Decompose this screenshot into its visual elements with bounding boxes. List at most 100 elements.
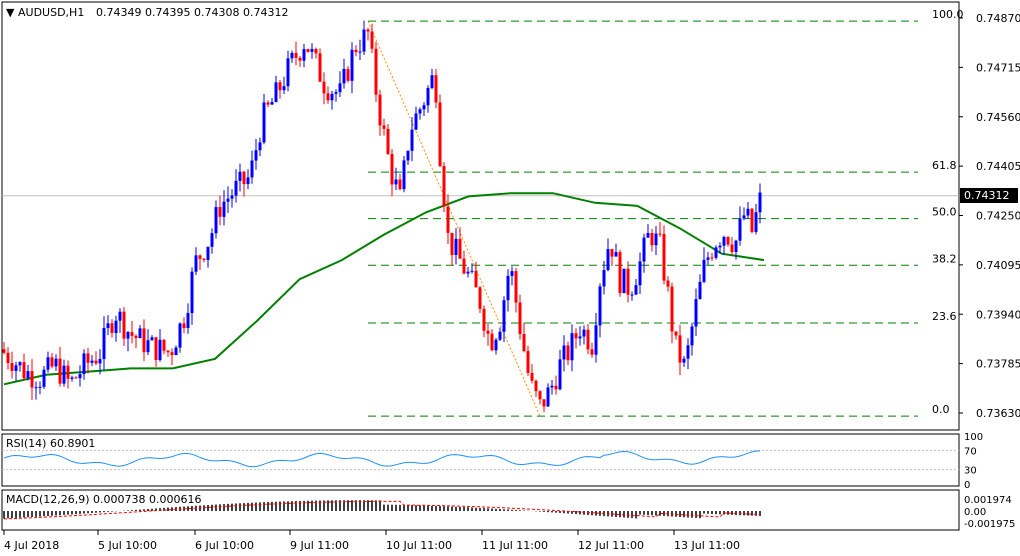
candle-body [334,92,338,94]
candle-body [174,347,178,356]
main-chart-frame [1,1,960,431]
candle-body [286,58,290,87]
candle-body [262,102,266,143]
candle-body [354,49,358,53]
candle-body [502,300,506,332]
candle-body [82,353,86,375]
candle-body [162,339,166,351]
candle-body [706,257,710,260]
ma-line [3,192,765,386]
price-axis: 0.74870 0.74715 0.74560 0.74405 0.74250 0.740… [959,12,1020,420]
candle-body [698,281,702,300]
candle-body [42,369,46,387]
candle-body [222,201,226,217]
time-axis: 4 Jul 2018 5 Jul 10:00 6 Jul 10:00 9 Jul 11… [3,530,740,552]
fib-level-label: 61.8 [932,159,957,172]
candle-body [414,113,418,130]
candle-body [638,261,642,286]
candle-body [450,232,454,255]
candle-body [526,351,530,373]
candle-body [574,333,578,339]
candle-body [38,386,42,388]
candle-body [538,391,542,400]
candle-body [126,332,130,339]
symbol-label: AUDUSD,H1 [18,6,84,19]
candle-body [730,244,734,252]
candle-body [646,233,650,238]
candle-body [542,399,546,407]
candle-body [678,335,682,363]
time-tick-label: 4 Jul 2018 [4,539,59,552]
candle-body [214,207,218,234]
candle-body [270,101,274,105]
candle-body [686,345,690,359]
candle-body [466,271,470,274]
candle-body [570,333,574,361]
candle-body [522,334,526,352]
candle-body [102,328,106,360]
candle-body [602,270,606,287]
candle-body [530,372,534,381]
candle-body [662,233,666,281]
candle-body [58,358,62,384]
candle-body [554,385,558,390]
candle-body [98,359,102,364]
candle-body [258,142,262,151]
candle-body [550,385,554,388]
candle-body [478,287,482,309]
candle-body [402,160,406,190]
candle-body [66,365,70,379]
candle-body [238,171,242,181]
candle-body [306,49,310,52]
candle-body [722,236,726,246]
candle-body [362,29,366,52]
candle-body [350,49,354,81]
time-tick-label: 9 Jul 11:00 [290,539,349,552]
candle-body [10,363,14,371]
candle-body [166,350,170,353]
macd-tick-label: -0.001975 [964,519,1015,530]
candle-body [130,332,134,336]
rsi-tick-label: 30 [964,466,977,477]
candle-body [294,52,298,58]
macd-panel-frame [1,489,960,531]
time-tick-label: 12 Jul 11:00 [578,539,644,552]
candle-body [634,285,638,295]
candle-body [742,215,746,219]
header-arrow-icon[interactable]: ▼ [6,6,15,19]
candle-body [94,360,98,364]
candle-body [578,336,582,339]
candle-body [454,238,458,255]
candle-body [582,329,586,337]
candle-body [422,105,426,110]
time-tick-label: 11 Jul 11:00 [482,539,548,552]
candle-body [178,323,182,348]
price-tick-label: 0.74715 [976,61,1020,74]
candle-body [378,94,382,126]
candle-body [298,57,302,61]
candle-body [490,333,494,351]
candle-body [202,258,206,260]
fib-level-label: 50.0 [932,206,957,219]
candle-body [442,166,446,207]
candle-body [250,160,254,178]
candle-body [546,387,550,407]
candle-body [6,352,10,364]
candle-body [654,233,658,246]
candle-body [374,48,378,95]
candles [2,20,762,413]
price-tick-label: 0.73940 [976,308,1020,321]
candle-body [170,352,174,356]
candle-body [410,129,414,151]
candle-body [290,52,294,59]
candle-body [566,345,570,361]
candle-body [146,340,150,353]
candle-body [242,171,246,185]
price-tick-label: 0.74250 [976,210,1020,223]
candle-body [194,255,198,272]
candle-body [318,53,322,82]
fibonacci-levels: 100.0 61.8 50.0 38.2 23.6 0.0 [2,8,964,417]
candle-body [642,237,646,262]
candle-body [330,93,334,101]
candle-body [206,246,210,260]
